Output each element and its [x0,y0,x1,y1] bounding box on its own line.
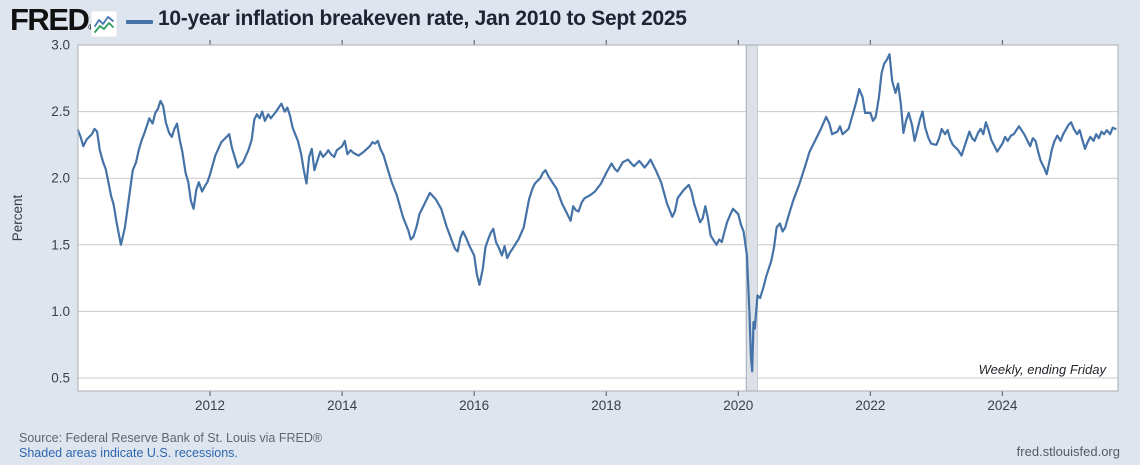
fred-chart-icon [91,11,117,37]
x-axis-label: 2024 [987,398,1018,413]
x-axis-label: 2012 [195,398,225,413]
chart-footer: Source: Federal Reserve Bank of St. Loui… [0,429,1140,465]
recession-note-link[interactable]: Shaded areas indicate U.S. recessions. [19,446,238,460]
fred-site-url: fred.stlouisfed.org [1016,444,1120,459]
x-axis-label: 2020 [723,398,753,413]
chart-title: 10-year inflation breakeven rate, Jan 20… [158,7,687,30]
frequency-annotation: Weekly, ending Friday [979,362,1108,377]
plot-border [77,44,1119,392]
y-axis-label: 1.0 [51,304,70,319]
series-legend-line [126,20,153,24]
x-axis-label: 2022 [855,398,885,413]
y-axis-title: Percent [10,194,25,241]
y-axis-label: 2.0 [51,171,70,186]
y-axis-label: 0.5 [51,371,70,386]
fred-wordmark: FRED [10,2,90,37]
recession-band [746,45,758,391]
y-axis-label: 1.5 [51,237,70,252]
x-axis-label: 2018 [591,398,621,413]
data-line [76,53,1117,373]
plot-background [78,45,1118,391]
y-axis-label: 3.0 [51,38,70,53]
chart-header: FRED® 10-year inflation breakeven rate, … [0,0,1140,42]
x-axis-label: 2014 [327,398,358,413]
source-text: Source: Federal Reserve Bank of St. Loui… [19,431,323,445]
y-axis-label: 2.5 [51,104,70,119]
fred-logo[interactable]: FRED® [10,4,94,44]
x-axis-label: 2016 [459,398,489,413]
